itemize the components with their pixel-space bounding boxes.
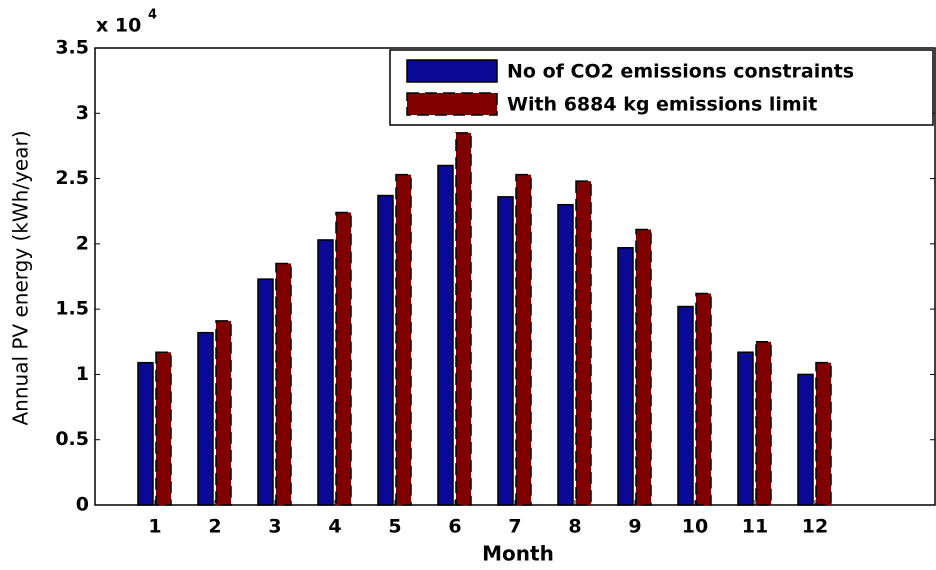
bar <box>395 173 412 506</box>
x-tick-label: 12 <box>802 516 828 538</box>
y-tick-label: 0.5 <box>55 428 89 450</box>
x-tick-label: 3 <box>268 516 281 538</box>
bar <box>557 203 574 506</box>
y-scale-base: x 10 <box>96 15 141 37</box>
bar <box>317 239 334 506</box>
x-axis-title: Month <box>482 542 554 566</box>
bar <box>137 361 154 506</box>
y-tick-label: 1.5 <box>55 298 89 320</box>
x-tick-label: 5 <box>388 516 401 538</box>
x-tick-label: 6 <box>448 516 461 538</box>
bar <box>155 351 172 506</box>
bar <box>275 262 292 506</box>
legend-label: With 6884 kg emissions limit <box>507 94 817 116</box>
legend-label: No of CO2 emissions constraints <box>507 61 854 83</box>
x-tick-label: 10 <box>682 516 708 538</box>
bar <box>455 132 472 506</box>
bar <box>737 351 754 506</box>
bar <box>617 247 634 506</box>
y-axis-title: Annual PV energy (kWh/year) <box>9 130 33 425</box>
bar <box>755 341 772 506</box>
x-tick-label: 11 <box>742 516 768 538</box>
y-scale-exponent: 4 <box>148 8 157 23</box>
x-tick-label: 1 <box>148 516 161 538</box>
y-tick-label: 2.5 <box>55 167 89 189</box>
bar <box>695 292 712 506</box>
x-tick-label: 7 <box>508 516 521 538</box>
bar <box>797 373 814 506</box>
bar <box>377 194 394 506</box>
bar <box>257 278 274 506</box>
bar <box>215 320 232 506</box>
bar <box>497 196 514 506</box>
y-tick-label: 0 <box>76 494 89 516</box>
bar <box>437 164 454 506</box>
bar <box>815 361 832 506</box>
bar <box>575 180 592 506</box>
y-tick-label: 2 <box>76 232 89 254</box>
y-tick-label: 1 <box>76 363 89 385</box>
x-tick-label: 2 <box>208 516 221 538</box>
x-tick-label: 8 <box>568 516 581 538</box>
legend-swatch <box>406 59 498 83</box>
x-tick-label: 4 <box>328 516 341 538</box>
legend-swatch <box>406 92 498 116</box>
bar <box>335 211 352 506</box>
bar <box>197 331 214 506</box>
bar <box>515 173 532 506</box>
y-tick-label: 3.5 <box>55 37 89 59</box>
bar <box>635 228 652 506</box>
bar <box>677 305 694 506</box>
x-tick-label: 9 <box>628 516 641 538</box>
y-tick-label: 3 <box>76 102 89 124</box>
